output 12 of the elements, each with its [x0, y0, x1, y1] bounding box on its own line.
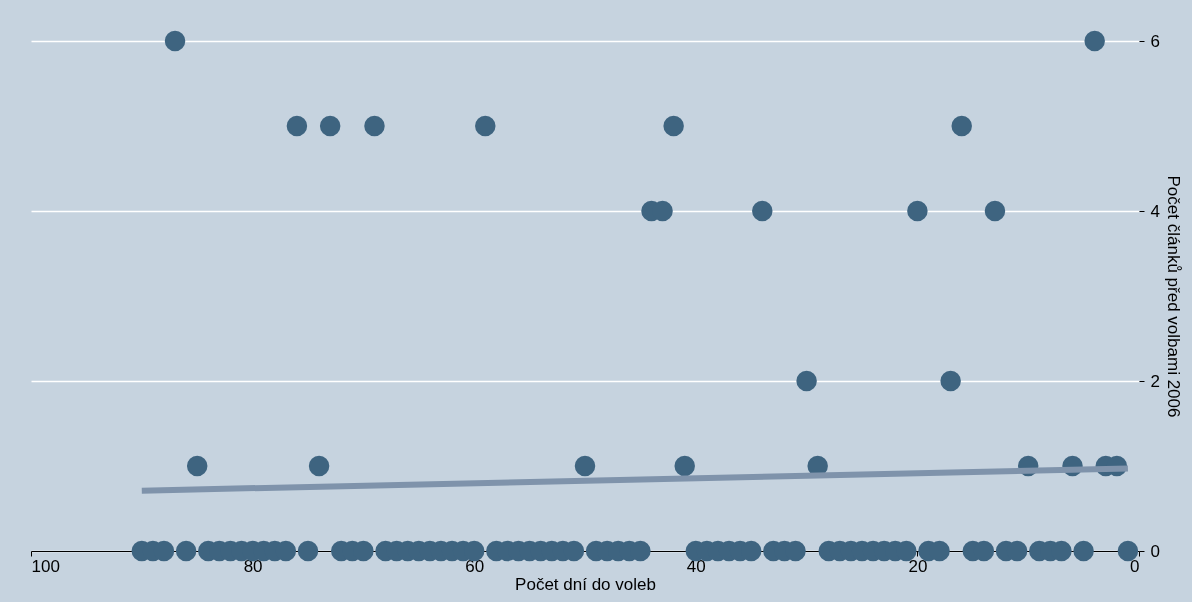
x-axis-title: Počet dní do voleb — [515, 574, 656, 594]
x-tick-label: 40 — [686, 556, 706, 576]
x-tick-label: 60 — [465, 556, 485, 576]
y-tick-label: 2 — [1150, 371, 1160, 391]
x-tick-label: 100 — [31, 556, 60, 576]
x-tick-label: 20 — [908, 556, 928, 576]
y-tick-label: 6 — [1150, 31, 1160, 51]
x-tick-label: 0 — [1130, 556, 1140, 576]
y-axis-title: Počet článků před volbami 2006 — [1163, 175, 1183, 418]
y-tick-label: 4 — [1150, 201, 1160, 221]
y-tick-label: 0 — [1150, 541, 1160, 561]
x-tick-label: 80 — [243, 556, 263, 576]
